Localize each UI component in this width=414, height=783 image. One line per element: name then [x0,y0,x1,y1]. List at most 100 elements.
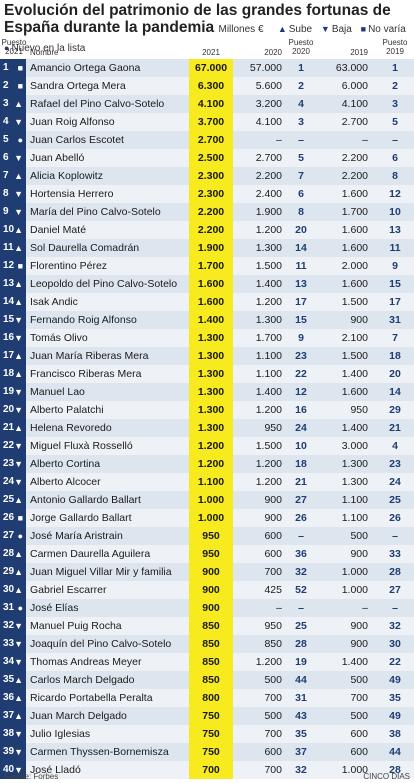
rank-2019-cell: 30 [389,638,401,650]
legend-label-new: Nuevo en la lista [11,43,86,54]
name-cell: Alberto Palatchi [30,404,104,416]
rank-number: 7 [3,170,9,181]
table-row: 33 ▼ Joaquín del Pino Calvo-Sotelo 850 850 28… [0,635,414,653]
value-2021-cell: 850 [189,671,233,689]
triangle-down-icon: ▼ [14,639,23,649]
value-2020-cell: 1.100 [255,350,282,362]
value-2021-cell: 1.600 [189,293,233,311]
triangle-down-icon: ▼ [14,477,23,487]
table-row: 19 ▼ Manuel Lao 1.300 1.400 12 1.600 14 [0,383,414,401]
name-cell: Alberto Alcocer [30,476,101,488]
name-cell: Carmen Thyssen-Bornemisza [30,746,169,758]
rank-number: 8 [3,188,9,199]
value-2020-cell: 500 [264,710,282,722]
table-row: 11 ▲ Sol Daurella Comadrán 1.900 1.300 14 1.60… [0,239,414,257]
value-2021-cell: 800 [189,689,233,707]
value-2019-cell: – [362,134,368,146]
square-icon: ■ [360,24,367,34]
rank-2021-cell: 1 ■ [0,59,26,77]
name-cell: Jorge Gallardo Ballart [30,512,132,524]
rank-2019-cell: 26 [389,512,401,524]
value-2020-cell: 1.700 [255,332,282,344]
rank-2021-cell: 3 ▲ [0,95,26,113]
rank-2020-cell: 12 [295,386,307,398]
rank-2021-cell: 9 ▼ [0,203,26,221]
value-2019-cell: 500 [350,530,368,542]
name-cell: Rafael del Pino Calvo-Sotelo [30,98,165,110]
value-2021-cell: 850 [189,653,233,671]
rank-2020-cell: 11 [295,260,307,272]
value-2020-cell: 1.500 [255,260,282,272]
rank-2020-cell: 17 [295,296,307,308]
rank-number: 31 [3,602,15,613]
name-cell: José Elías [30,602,79,614]
rank-2019-cell: 1 [392,62,398,74]
rank-number: 19 [3,386,15,397]
table-row: 2 ■ Sandra Ortega Mera 6.300 5.600 2 6.000 2 [0,77,414,95]
rank-2019-cell: 5 [392,116,398,128]
value-2020-cell: 1.300 [255,314,282,326]
value-2019-cell: 1.300 [341,476,368,488]
square-icon: ■ [17,261,23,271]
rank-2019-cell: 49 [389,710,401,722]
name-cell: Sandra Ortega Mera [30,80,126,92]
rank-2019-cell: 33 [389,548,401,560]
value-2020-cell: 900 [264,494,282,506]
value-2019-cell: 2.200 [341,152,368,164]
name-cell: Alicia Koplowitz [30,170,103,182]
rank-2019-cell: 13 [389,224,401,236]
table-row: 16 ▼ Tomás Olivo 1.300 1.700 9 2.100 7 [0,329,414,347]
rank-number: 38 [3,728,15,739]
square-icon: ■ [17,81,23,91]
rank-2019-cell: 8 [392,170,398,182]
rank-number: 33 [3,638,15,649]
value-2019-cell: 1.600 [341,224,368,236]
value-2021-cell: 700 [189,761,233,779]
rank-number: 21 [3,422,15,433]
rank-2020-cell: 27 [295,494,307,506]
name-cell: Juan Abelló [30,152,85,164]
table-row: 29 ▲ Juan Miguel Villar Mir y familia 900 70… [0,563,414,581]
rank-number: 30 [3,584,15,595]
rank-2020-cell: 8 [298,206,304,218]
rank-2021-cell: 6 ▼ [0,149,26,167]
value-2021-cell: 2.300 [189,185,233,203]
rank-2021-cell: 13 ▲ [0,275,26,293]
value-2019-cell: 1.600 [341,278,368,290]
rank-2021-cell: 18 ▲ [0,365,26,383]
value-2020-cell: 700 [264,566,282,578]
triangle-up-icon: ▲ [14,675,23,685]
table-row: 32 ▼ Manuel Puig Rocha 850 950 25 900 32 [0,617,414,635]
name-cell: Miguel Fluxà Rosselló [30,440,133,452]
table-row: 7 ▲ Alicia Koplowitz 2.300 2.200 7 2.200 8 [0,167,414,185]
table-row: 14 ▲ Isak Andic 1.600 1.200 17 1.500 17 [0,293,414,311]
square-icon: ■ [17,513,23,523]
rank-2019-cell: 28 [389,764,401,776]
name-cell: Alberto Cortina [30,458,101,470]
value-2019-cell: 600 [350,746,368,758]
value-2021-cell: 1.300 [189,401,233,419]
rank-2020-cell: 24 [295,422,307,434]
name-cell: Joaquín del Pino Calvo-Sotelo [30,638,172,650]
value-2021-cell: 6.300 [189,77,233,95]
legend-item-same: ■ No varía [361,24,406,35]
rank-2021-cell: 33 ▼ [0,635,26,653]
circle-icon: ● [4,43,10,53]
rank-2021-cell: 23 ▼ [0,455,26,473]
table-row: 18 ▲ Francisco Riberas Mera 1.300 1.100 22 1.4… [0,365,414,383]
rank-2019-cell: 12 [389,188,401,200]
table-row: 40 ▼ José Lladó 700 700 32 1.000 28 [0,761,414,779]
value-2019-cell: 1.400 [341,656,368,668]
rank-2019-cell: 21 [389,422,401,434]
triangle-down-icon: ▼ [14,117,23,127]
rank-2019-cell: 49 [389,674,401,686]
value-2021-cell: 3.700 [189,113,233,131]
rank-2021-cell: 32 ▼ [0,617,26,635]
value-2019-cell: 700 [350,692,368,704]
triangle-down-icon: ▼ [14,207,23,217]
rank-number: 39 [3,746,15,757]
rank-2020-cell: 1 [298,62,304,74]
square-icon: ■ [17,63,23,73]
table-row: 26 ■ Jorge Gallardo Ballart 1.000 900 26 1.100… [0,509,414,527]
rank-2019-cell: 10 [389,206,401,218]
